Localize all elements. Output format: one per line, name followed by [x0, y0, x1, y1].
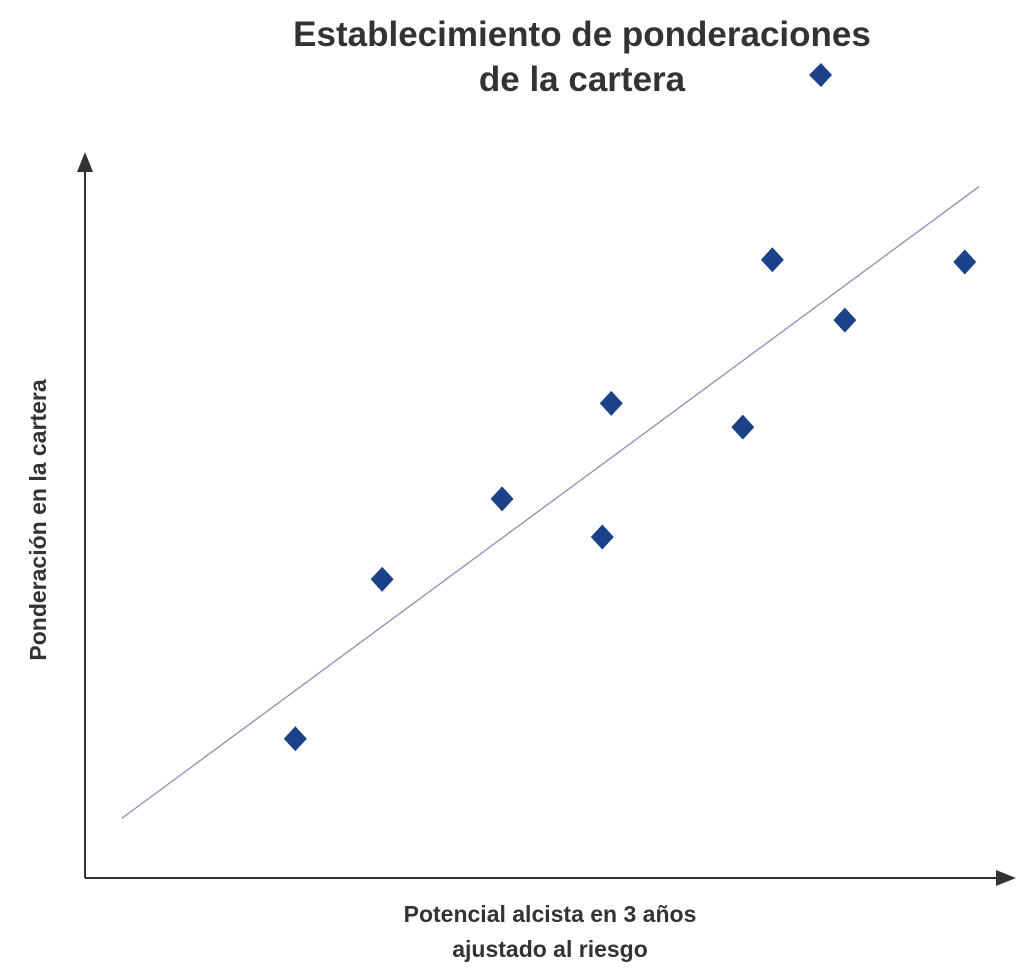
- y-axis-label: Ponderación en la cartera: [25, 379, 51, 660]
- scatter-points: [283, 247, 977, 752]
- data-point-4: [590, 524, 614, 550]
- x-axis-label-line-1: Potencial alcista en 3 años: [404, 901, 697, 927]
- legend-diamond-marker: [809, 63, 832, 87]
- data-point-7: [760, 247, 784, 273]
- data-point-8: [833, 307, 857, 333]
- data-point-6: [731, 414, 755, 440]
- trend-line: [121, 186, 980, 819]
- chart-title-line-2: de la cartera: [479, 60, 686, 99]
- data-point-5: [599, 390, 623, 416]
- data-point-9: [953, 249, 977, 275]
- x-axis-label-line-2: ajustado al riesgo: [452, 936, 648, 962]
- x-axis-arrow: [996, 870, 1016, 886]
- chart-title-line-1: Establecimiento de ponderaciones: [293, 15, 871, 54]
- data-point-3: [490, 486, 514, 512]
- data-point-2: [370, 566, 394, 592]
- data-point-1: [283, 726, 307, 752]
- y-axis-arrow: [77, 152, 93, 172]
